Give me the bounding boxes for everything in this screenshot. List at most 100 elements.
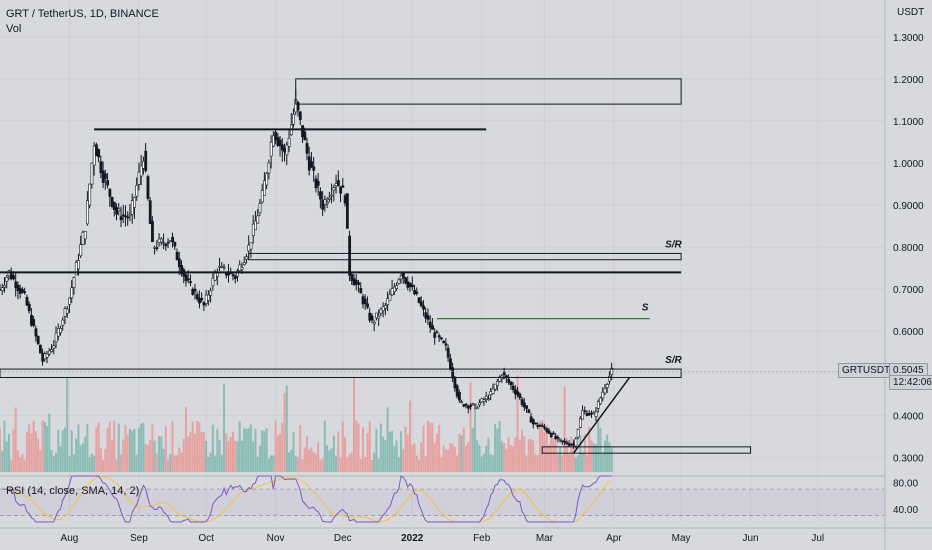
candle-body xyxy=(97,149,101,158)
volume-bar xyxy=(485,445,488,472)
candle-body xyxy=(594,411,598,417)
price-tick-label: 0.8000 xyxy=(893,243,924,254)
candle-body xyxy=(137,171,141,185)
candle-body xyxy=(498,376,502,382)
volume-bar xyxy=(393,446,396,472)
volume-bar xyxy=(1,450,4,472)
volume-bar xyxy=(384,440,387,472)
candle-body xyxy=(5,277,9,282)
candle-body xyxy=(529,416,533,423)
volume-bar xyxy=(364,457,367,472)
candle-body xyxy=(254,220,257,231)
candle-body xyxy=(45,353,49,358)
volume-bar xyxy=(155,453,158,472)
candle-body xyxy=(59,328,62,334)
volume-bar xyxy=(476,440,479,472)
candle-body xyxy=(543,426,546,429)
candle-body xyxy=(274,131,278,141)
volume-bar xyxy=(274,420,277,472)
volume-bar xyxy=(332,435,335,472)
candle-body xyxy=(386,298,390,306)
candle-body xyxy=(83,231,87,240)
candle-body xyxy=(157,238,161,243)
volume-bar xyxy=(413,443,416,472)
candle-body xyxy=(204,294,208,304)
candle-body xyxy=(536,424,540,427)
volume-bar xyxy=(218,440,221,472)
candle-body xyxy=(121,214,125,217)
volume-bar xyxy=(171,421,174,472)
volume-bar xyxy=(305,436,308,472)
candle-body xyxy=(458,392,461,401)
candle-body xyxy=(0,287,4,291)
price-tick-label: 1.2000 xyxy=(893,75,924,86)
time-tick-label: Jul xyxy=(811,533,824,544)
volume-bar xyxy=(176,455,178,472)
volume-bar xyxy=(424,456,427,472)
volume-bar xyxy=(328,450,331,472)
volume-bar xyxy=(102,459,105,472)
candle-body xyxy=(260,190,264,203)
volume-bar xyxy=(247,428,250,472)
time-tick-label: Dec xyxy=(334,533,352,544)
volume-bar xyxy=(81,443,84,472)
price-tick-label: 1.1000 xyxy=(893,117,924,128)
candle-body xyxy=(292,113,296,125)
volume-bar xyxy=(151,424,154,472)
candle-body xyxy=(581,409,585,420)
volume-bar xyxy=(252,441,255,472)
volume-bar xyxy=(153,440,156,472)
candle-body xyxy=(249,242,253,250)
volume-bar xyxy=(417,459,420,472)
volume-bar xyxy=(189,431,192,472)
candle-body xyxy=(487,398,490,401)
time-tick-label: Nov xyxy=(267,533,285,544)
rsi-tick-label: 80.00 xyxy=(893,479,918,490)
candle-body xyxy=(310,161,313,168)
volume-bar xyxy=(99,448,102,472)
volume-bar xyxy=(14,407,17,472)
candle-body xyxy=(451,367,455,379)
candle-body xyxy=(193,288,197,292)
volume-bar xyxy=(610,447,613,472)
candle-body xyxy=(278,139,282,147)
volume-bar xyxy=(473,408,476,472)
volume-bar xyxy=(388,431,391,472)
candle-body xyxy=(437,335,441,338)
volume-bar xyxy=(180,452,183,472)
volume-bar xyxy=(525,455,528,472)
volume-bar xyxy=(30,433,33,472)
volume-bar xyxy=(28,424,31,472)
volume-bar xyxy=(341,421,344,472)
candle-body xyxy=(397,279,401,284)
volume-bar xyxy=(196,420,199,472)
candle-body xyxy=(527,409,531,413)
volume-bar xyxy=(518,439,521,472)
volume-bar xyxy=(489,454,492,472)
volume-bar xyxy=(478,445,481,472)
volume-bar xyxy=(471,427,474,472)
volume-bar xyxy=(133,429,136,472)
candle-body xyxy=(442,340,446,344)
candle-body xyxy=(393,286,396,293)
candle-body xyxy=(585,413,589,416)
candle-body xyxy=(321,199,325,210)
volume-bar xyxy=(236,441,239,472)
candle-body xyxy=(534,422,537,425)
candle-body xyxy=(3,284,6,288)
volume-bar xyxy=(187,436,190,472)
volume-bar xyxy=(509,444,512,472)
volume-bar xyxy=(592,443,595,472)
rsi-tick-label: 40.00 xyxy=(893,505,918,516)
volume-bar xyxy=(68,456,71,472)
volume-bar xyxy=(559,446,562,472)
volume-bar xyxy=(254,428,257,472)
candle-body xyxy=(117,208,121,212)
volume-bar xyxy=(124,424,127,472)
candle-body xyxy=(462,404,466,407)
volume-bar xyxy=(339,457,342,472)
volume-bar xyxy=(72,454,75,472)
volume-bar xyxy=(536,455,539,472)
